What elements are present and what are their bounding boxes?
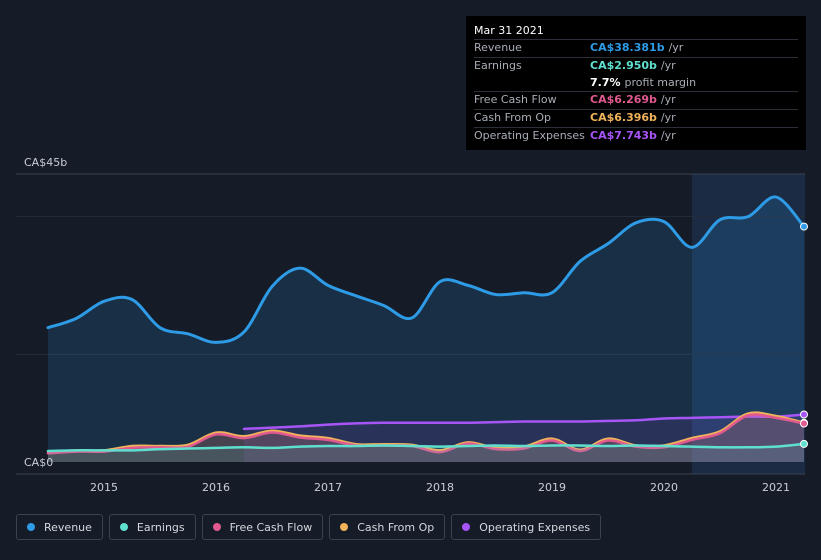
tooltip-row-value: 7.7% bbox=[590, 75, 621, 89]
x-tick-label: 2021 bbox=[762, 481, 790, 494]
revenue-endpoint-marker bbox=[800, 222, 808, 231]
tooltip-row-value: CA$7.743b bbox=[590, 128, 657, 142]
free-cash-flow-area bbox=[48, 414, 804, 462]
revenue-line bbox=[46, 195, 806, 344]
tooltip-row-value: CA$2.950b bbox=[590, 58, 657, 72]
tooltip-row: Revenue CA$38.381b/yr bbox=[474, 39, 798, 57]
tooltip-row-label: Revenue bbox=[474, 41, 522, 54]
tooltip-row-label: Cash From Op bbox=[474, 111, 552, 125]
cash-from-op-line bbox=[46, 411, 806, 454]
tooltip-row-unit: /yr bbox=[660, 58, 676, 72]
tooltip-row-value: CA$6.396b bbox=[590, 111, 657, 125]
tooltip-row-unit: /yr bbox=[660, 93, 676, 107]
operating-expenses-line bbox=[242, 413, 806, 431]
legend-item-cash-from-op[interactable]: Cash From Op bbox=[329, 514, 446, 540]
tooltip-row-unit: /yr bbox=[660, 111, 676, 125]
forecast-highlight-band bbox=[692, 174, 805, 474]
legend-item-label: Earnings bbox=[136, 520, 185, 534]
tooltip-row-unit: /yr bbox=[660, 128, 676, 142]
tooltip-row-value: CA$38.381b bbox=[590, 41, 665, 54]
legend: Revenue Earnings Free Cash Flow Cash From O… bbox=[16, 514, 607, 542]
tooltip-row: Cash From Op CA$6.396b/yr bbox=[474, 109, 798, 127]
legend-dot-icon bbox=[27, 523, 35, 531]
tooltip-row-value: CA$6.269b bbox=[590, 93, 657, 107]
x-tick-label: 2017 bbox=[314, 481, 342, 494]
legend-item-revenue[interactable]: Revenue bbox=[16, 514, 103, 540]
legend-item-label: Free Cash Flow bbox=[229, 520, 313, 534]
x-axis: 2015 2016 2017 2018 2019 2020 2021 bbox=[90, 481, 790, 494]
legend-dot-icon bbox=[462, 523, 471, 531]
tooltip-row: Free Cash Flow CA$6.269b/yr bbox=[474, 91, 798, 109]
free-cash-flow-endpoint-marker bbox=[800, 419, 808, 428]
tooltip-row: 7.7% profit margin bbox=[474, 75, 798, 92]
series-layer bbox=[46, 195, 808, 462]
legend-dot-icon bbox=[212, 523, 221, 531]
legend-item-label: Revenue bbox=[44, 520, 92, 534]
chart-area: CA$45b CA$0 2015 2016 2017 2018 2019 2020 2021 bbox=[16, 156, 808, 494]
x-tick-label: 2018 bbox=[426, 481, 454, 494]
operating-expenses-area bbox=[244, 414, 804, 462]
tooltip-panel: Mar 31 2021 Revenue CA$38.381b/yr Earnings… bbox=[466, 16, 806, 150]
earnings-line bbox=[46, 442, 806, 453]
tooltip-row-unit: profit margin bbox=[624, 75, 697, 89]
y-axis-min-label: CA$0 bbox=[24, 456, 53, 469]
cash-from-op-area bbox=[48, 412, 804, 462]
operating-expenses-endpoint-marker bbox=[800, 410, 808, 419]
y-axis-max-label: CA$45b bbox=[24, 156, 67, 169]
legend-item-operating-expenses[interactable]: Operating Expenses bbox=[451, 514, 602, 540]
tooltip-row: Operating Expenses CA$7.743b/yr bbox=[474, 126, 798, 145]
tooltip-row-label: Operating Expenses bbox=[474, 128, 585, 142]
tooltip-row-label: Free Cash Flow bbox=[474, 93, 557, 107]
legend-dot-icon bbox=[340, 523, 349, 531]
earnings-endpoint-marker bbox=[800, 439, 808, 448]
tooltip-date: Mar 31 2021 bbox=[474, 24, 544, 37]
x-tick-label: 2019 bbox=[538, 481, 566, 494]
revenue-area bbox=[48, 196, 804, 462]
x-tick-label: 2016 bbox=[202, 481, 230, 494]
legend-item-label: Cash From Op bbox=[357, 520, 435, 534]
tooltip-row-label: Earnings bbox=[474, 58, 522, 72]
x-tick-label: 2020 bbox=[650, 481, 678, 494]
tooltip-row-unit: /yr bbox=[668, 41, 684, 54]
tooltip-rows: Revenue CA$38.381b/yr Earnings CA$2.950b/yr… bbox=[474, 39, 798, 145]
x-tick-label: 2015 bbox=[90, 481, 118, 494]
legend-dot-icon bbox=[119, 523, 128, 531]
tooltip-row: Earnings CA$2.950b/yr bbox=[474, 56, 798, 75]
legend-item-free-cash-flow[interactable]: Free Cash Flow bbox=[201, 514, 324, 540]
legend-item-earnings[interactable]: Earnings bbox=[108, 514, 196, 540]
legend-item-label: Operating Expenses bbox=[479, 520, 591, 534]
tooltip-row-label bbox=[474, 75, 590, 92]
